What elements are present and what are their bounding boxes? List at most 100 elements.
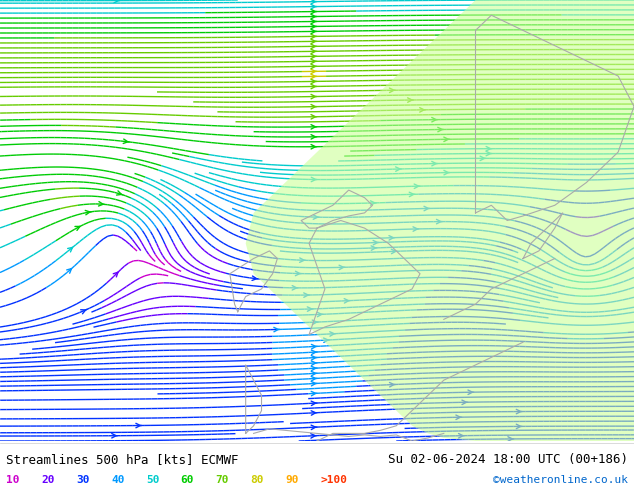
FancyArrowPatch shape (274, 327, 280, 332)
FancyArrowPatch shape (508, 437, 514, 441)
Text: 80: 80 (250, 475, 264, 485)
FancyArrowPatch shape (413, 227, 419, 231)
FancyArrowPatch shape (307, 307, 313, 311)
FancyArrowPatch shape (389, 88, 395, 93)
FancyArrowPatch shape (414, 184, 420, 189)
FancyArrowPatch shape (81, 309, 87, 314)
FancyArrowPatch shape (391, 249, 397, 254)
FancyArrowPatch shape (311, 411, 317, 415)
FancyArrowPatch shape (311, 104, 317, 109)
FancyArrowPatch shape (114, 0, 120, 3)
FancyArrowPatch shape (396, 167, 401, 171)
FancyArrowPatch shape (311, 382, 317, 386)
FancyArrowPatch shape (311, 401, 317, 406)
FancyArrowPatch shape (311, 344, 317, 349)
FancyArrowPatch shape (292, 286, 298, 290)
FancyArrowPatch shape (311, 145, 317, 149)
FancyArrowPatch shape (456, 415, 462, 419)
FancyArrowPatch shape (311, 64, 317, 69)
FancyArrowPatch shape (304, 293, 309, 297)
Text: 90: 90 (285, 475, 299, 485)
FancyArrowPatch shape (373, 241, 379, 245)
FancyArrowPatch shape (311, 177, 317, 182)
FancyArrowPatch shape (389, 236, 395, 240)
Text: 30: 30 (76, 475, 89, 485)
FancyArrowPatch shape (344, 298, 350, 303)
FancyArrowPatch shape (339, 265, 345, 270)
FancyArrowPatch shape (330, 332, 335, 336)
FancyArrowPatch shape (311, 74, 317, 79)
FancyArrowPatch shape (311, 59, 317, 64)
FancyArrowPatch shape (323, 338, 330, 343)
Text: 10: 10 (6, 475, 20, 485)
FancyArrowPatch shape (317, 312, 323, 317)
Text: 40: 40 (111, 475, 124, 485)
FancyArrowPatch shape (311, 371, 317, 376)
FancyArrowPatch shape (311, 24, 317, 29)
FancyArrowPatch shape (311, 361, 317, 366)
Text: Streamlines 500 hPa [kts] ECMWF: Streamlines 500 hPa [kts] ECMWF (6, 453, 239, 466)
FancyArrowPatch shape (480, 156, 486, 161)
FancyArrowPatch shape (468, 390, 474, 394)
FancyArrowPatch shape (75, 226, 80, 230)
FancyArrowPatch shape (311, 376, 317, 381)
FancyArrowPatch shape (311, 356, 317, 360)
FancyArrowPatch shape (252, 276, 258, 280)
FancyArrowPatch shape (313, 215, 319, 220)
FancyArrowPatch shape (311, 84, 317, 89)
Polygon shape (245, 0, 634, 441)
FancyArrowPatch shape (458, 434, 464, 438)
FancyArrowPatch shape (420, 108, 425, 112)
FancyArrowPatch shape (311, 0, 317, 4)
FancyArrowPatch shape (136, 423, 141, 428)
FancyArrowPatch shape (311, 44, 317, 49)
FancyArrowPatch shape (311, 425, 317, 430)
FancyArrowPatch shape (486, 151, 492, 156)
FancyArrowPatch shape (444, 137, 450, 142)
FancyArrowPatch shape (370, 201, 376, 205)
FancyArrowPatch shape (311, 19, 317, 24)
FancyArrowPatch shape (462, 400, 468, 405)
FancyArrowPatch shape (67, 269, 72, 273)
FancyArrowPatch shape (68, 247, 72, 252)
FancyArrowPatch shape (98, 201, 105, 206)
FancyArrowPatch shape (311, 34, 317, 39)
FancyArrowPatch shape (311, 115, 317, 119)
FancyArrowPatch shape (311, 29, 317, 34)
FancyArrowPatch shape (311, 9, 317, 14)
FancyArrowPatch shape (312, 320, 318, 324)
FancyArrowPatch shape (311, 135, 317, 139)
FancyArrowPatch shape (112, 434, 117, 438)
Text: 20: 20 (41, 475, 55, 485)
FancyArrowPatch shape (311, 434, 316, 438)
FancyArrowPatch shape (311, 95, 317, 99)
FancyArrowPatch shape (311, 79, 317, 84)
FancyArrowPatch shape (311, 54, 317, 59)
Text: 60: 60 (181, 475, 194, 485)
FancyArrowPatch shape (516, 424, 522, 429)
Text: Su 02-06-2024 18:00 UTC (00+186): Su 02-06-2024 18:00 UTC (00+186) (387, 453, 628, 466)
FancyArrowPatch shape (436, 220, 443, 224)
Text: 50: 50 (146, 475, 159, 485)
FancyArrowPatch shape (113, 272, 118, 277)
FancyArrowPatch shape (409, 192, 415, 196)
FancyArrowPatch shape (85, 210, 91, 215)
FancyArrowPatch shape (444, 171, 450, 175)
FancyArrowPatch shape (311, 124, 317, 129)
FancyArrowPatch shape (311, 69, 317, 74)
FancyArrowPatch shape (311, 392, 317, 396)
FancyArrowPatch shape (408, 98, 413, 102)
FancyArrowPatch shape (117, 191, 123, 195)
Text: >100: >100 (320, 475, 347, 485)
Text: 70: 70 (216, 475, 229, 485)
FancyArrowPatch shape (311, 4, 317, 9)
FancyArrowPatch shape (123, 139, 129, 144)
FancyArrowPatch shape (424, 206, 430, 211)
Text: ©weatheronline.co.uk: ©weatheronline.co.uk (493, 475, 628, 485)
FancyArrowPatch shape (311, 14, 317, 19)
FancyArrowPatch shape (389, 383, 396, 387)
FancyArrowPatch shape (311, 350, 317, 354)
FancyArrowPatch shape (295, 271, 301, 276)
FancyArrowPatch shape (432, 161, 437, 166)
FancyArrowPatch shape (311, 366, 317, 370)
